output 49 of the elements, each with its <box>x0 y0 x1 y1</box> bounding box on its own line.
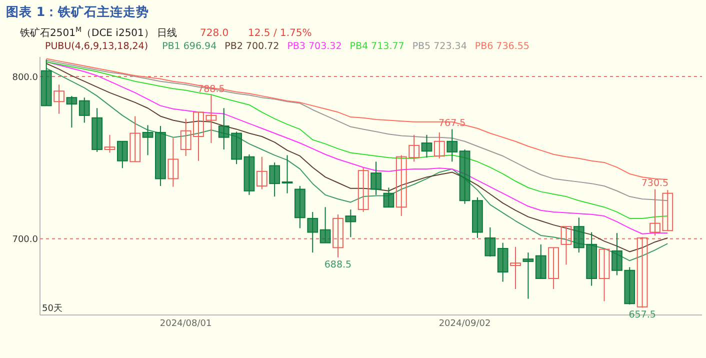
legend-title: PUBU(4,6,9,13,18,24) <box>45 41 148 52</box>
text: PB4 713.77 <box>350 41 404 52</box>
annotation: 657.5 <box>628 310 656 321</box>
y-tick-label: 800.0 <box>12 72 38 83</box>
candlestick <box>421 134 432 158</box>
candlestick <box>484 226 496 258</box>
candlestick <box>320 206 331 244</box>
candlestick <box>116 140 128 169</box>
candlestick <box>434 132 445 159</box>
candlestick <box>269 162 280 198</box>
x-tick-label: 2024/09/02 <box>438 319 491 329</box>
candlestick <box>446 128 458 162</box>
candlestick <box>54 84 64 114</box>
annotation: 688.5 <box>324 259 352 270</box>
text: PB5 723.34 <box>412 41 467 52</box>
x-tick-label: 2024/08/01 <box>160 319 212 329</box>
candlestick <box>345 209 356 238</box>
candlestick <box>168 138 179 188</box>
candlestick <box>548 247 559 290</box>
candlestick <box>535 244 546 279</box>
candlestick <box>560 226 572 266</box>
candlestick <box>78 97 90 124</box>
candlestick <box>142 124 154 156</box>
text: 728.0 <box>200 28 229 39</box>
candlestick <box>370 161 382 196</box>
candlestick <box>598 248 610 302</box>
candlestick <box>497 242 508 282</box>
candlestick <box>522 252 534 300</box>
candlestick <box>332 214 344 258</box>
candlestick <box>383 187 394 208</box>
candlestick <box>104 134 116 154</box>
text: PB6 736.55 <box>474 41 530 52</box>
candlestick <box>510 246 521 290</box>
chart-subtitle: 铁矿石2501$^{M}$（DCE i2501） 日线 <box>19 26 178 39</box>
candlestick <box>358 166 369 212</box>
text: PB3 703.32 <box>287 41 342 52</box>
text: PB2 700.72 <box>224 41 280 52</box>
candlestick <box>130 116 141 162</box>
candlestick <box>282 154 293 194</box>
annotation: 50天 <box>42 303 62 314</box>
annotation: 730.5 <box>641 178 669 190</box>
text: PB1 696.94 <box>162 41 217 52</box>
candlestick <box>636 236 648 308</box>
chart-title: 图表 1：铁矿石主连走势 <box>6 4 150 19</box>
y-tick-label: 700.0 <box>12 235 38 246</box>
candlestick <box>66 95 78 128</box>
candlestick <box>256 156 268 190</box>
candlestick <box>307 211 318 254</box>
text: 12.5 / 1.75% <box>248 28 312 39</box>
